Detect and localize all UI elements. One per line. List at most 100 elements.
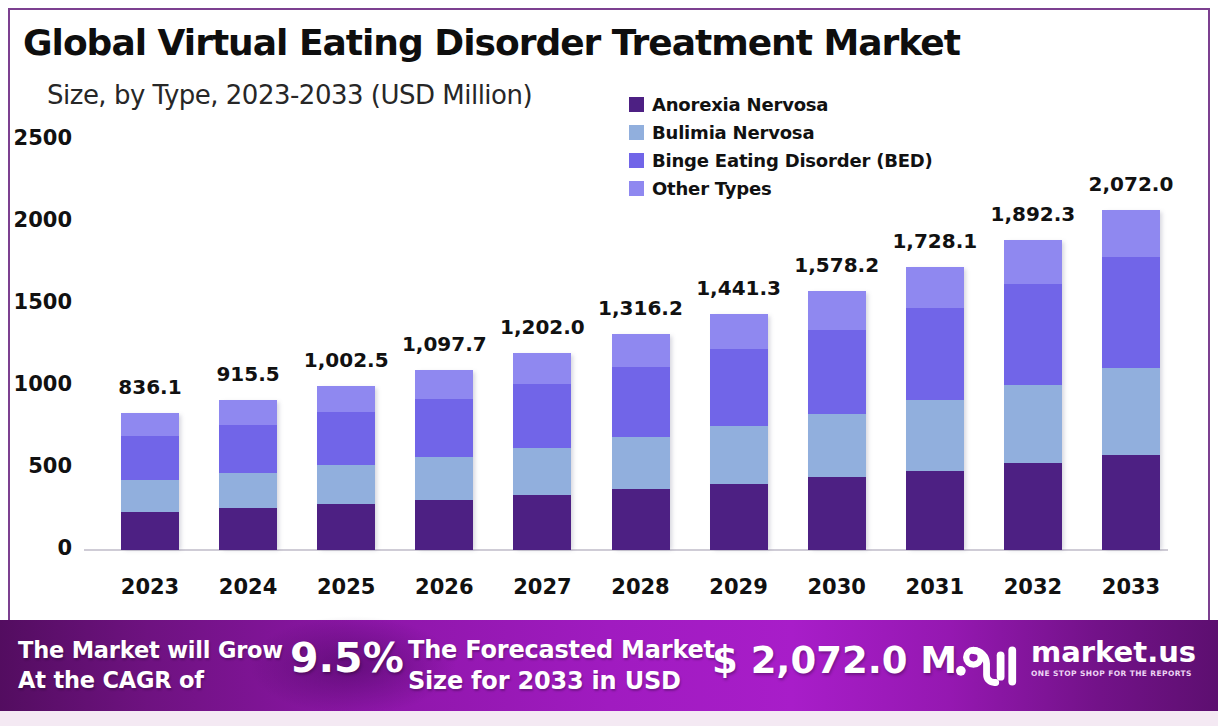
- stacked-bar-2030: [808, 291, 866, 550]
- bar-segment: [612, 334, 670, 367]
- cagr-value: 9.5%: [290, 634, 404, 682]
- legend-swatch-icon: [629, 97, 644, 112]
- stacked-bar-2033: [1102, 210, 1160, 550]
- bar-segment: [513, 384, 571, 448]
- forecast-caption-line1: The Forecasted Market: [408, 635, 715, 666]
- bar-segment: [906, 400, 964, 471]
- bar-total-label: 1,892.3: [963, 202, 1103, 226]
- bar-segment: [710, 484, 768, 550]
- bar-segment: [1004, 240, 1062, 284]
- bar-segment: [513, 353, 571, 384]
- y-axis-tick-label: 2500: [0, 126, 72, 150]
- bar-segment: [710, 349, 768, 426]
- legend-label: Anorexia Nervosa: [652, 94, 828, 115]
- legend-label: Other Types: [652, 178, 772, 199]
- bar-segment: [513, 448, 571, 495]
- bar-segment: [219, 400, 277, 425]
- x-axis-tick-label: 2025: [291, 575, 401, 599]
- bar-segment: [317, 386, 375, 413]
- bar-segment: [1102, 210, 1160, 257]
- bar-segment: [121, 436, 179, 480]
- bar-total-label: 2,072.0: [1061, 172, 1201, 196]
- legend-swatch-icon: [629, 125, 644, 140]
- bar-segment: [415, 399, 473, 457]
- bar-segment: [121, 480, 179, 511]
- bar-segment: [808, 291, 866, 329]
- cagr-caption: The Market will Grow At the CAGR of: [18, 635, 283, 695]
- bar-segment: [1102, 455, 1160, 550]
- x-axis-tick-label: 2026: [389, 575, 499, 599]
- x-axis-tick-label: 2024: [193, 575, 303, 599]
- market-us-logo-icon: [956, 641, 1020, 691]
- brand-logo: market.us ONE STOP SHOP FOR THE REPORTS: [956, 641, 1196, 691]
- bar-segment: [906, 308, 964, 400]
- bar-segment: [121, 512, 179, 550]
- x-axis-tick-label: 2027: [487, 575, 597, 599]
- bar-segment: [906, 267, 964, 308]
- legend-item: Other Types: [629, 174, 933, 202]
- bar-segment: [906, 471, 964, 550]
- stacked-bar-2029: [710, 314, 768, 550]
- legend-label: Bulimia Nervosa: [652, 122, 814, 143]
- bar-segment: [612, 489, 670, 550]
- bar-segment: [513, 495, 571, 550]
- bar-segment: [219, 473, 277, 508]
- x-axis-tick-label: 2032: [978, 575, 1088, 599]
- legend-label: Binge Eating Disorder (BED): [652, 150, 933, 171]
- bar-segment: [1004, 463, 1062, 550]
- y-axis-tick-label: 1000: [0, 372, 72, 396]
- forecast-caption: The Forecasted Market Size for 2033 in U…: [408, 635, 715, 697]
- stacked-bar-2027: [513, 353, 571, 550]
- legend-swatch-icon: [629, 181, 644, 196]
- cagr-caption-line1: The Market will Grow: [18, 635, 283, 665]
- x-axis-tick-label: 2023: [95, 575, 205, 599]
- bar-segment: [1004, 284, 1062, 385]
- legend: Anorexia Nervosa Bulimia Nervosa Binge Eat…: [629, 90, 933, 202]
- stacked-bar-2028: [612, 334, 670, 550]
- brand-name: market.us: [1031, 636, 1196, 669]
- bar-segment: [317, 412, 375, 465]
- y-axis-tick-label: 0: [0, 536, 72, 560]
- bar-segment: [219, 508, 277, 550]
- bar-total-label: 1,316.2: [571, 296, 711, 320]
- legend-item: Bulimia Nervosa: [629, 118, 933, 146]
- bar-segment: [415, 370, 473, 399]
- x-axis-tick-label: 2030: [782, 575, 892, 599]
- y-axis-tick-label: 2000: [0, 208, 72, 232]
- bar-segment: [1102, 257, 1160, 368]
- bar-segment: [1004, 385, 1062, 463]
- page-title: Global Virtual Eating Disorder Treatment…: [23, 22, 960, 63]
- bar-segment: [710, 426, 768, 484]
- forecast-caption-line2: Size for 2033 in USD: [408, 666, 715, 697]
- bar-segment: [415, 457, 473, 500]
- x-axis-tick-label: 2028: [586, 575, 696, 599]
- bar-segment: [808, 414, 866, 478]
- cagr-caption-line2: At the CAGR of: [18, 665, 283, 695]
- bar-total-label: 1,578.2: [767, 253, 907, 277]
- stacked-bar-2026: [415, 370, 473, 550]
- stacked-bar-2031: [906, 267, 964, 550]
- brand-text: market.us ONE STOP SHOP FOR THE REPORTS: [1031, 636, 1196, 678]
- bottom-strip: [0, 711, 1218, 726]
- stacked-bar-2032: [1004, 240, 1062, 550]
- legend-item: Binge Eating Disorder (BED): [629, 146, 933, 174]
- bar-segment: [317, 465, 375, 504]
- bar-segment: [219, 425, 277, 474]
- bar-segment: [121, 413, 179, 436]
- stacked-bar-2023: [121, 413, 179, 550]
- bar-segment: [808, 330, 866, 414]
- forecast-value: $ 2,072.0 M: [712, 639, 957, 682]
- stacked-bar-2024: [219, 400, 277, 550]
- bar-segment: [415, 500, 473, 550]
- x-axis-tick-label: 2031: [880, 575, 990, 599]
- x-axis-tick-label: 2033: [1076, 575, 1186, 599]
- bar-total-label: 1,441.3: [669, 276, 809, 300]
- infographic: Global Virtual Eating Disorder Treatment…: [0, 0, 1218, 726]
- y-axis-tick-label: 500: [0, 454, 72, 478]
- bar-segment: [317, 504, 375, 550]
- page-subtitle: Size, by Type, 2023-2033 (USD Million): [47, 80, 532, 110]
- bar-segment: [612, 367, 670, 437]
- footer-band: The Market will Grow At the CAGR of 9.5%…: [0, 620, 1218, 711]
- bar-segment: [710, 314, 768, 350]
- y-axis-tick-label: 1500: [0, 290, 72, 314]
